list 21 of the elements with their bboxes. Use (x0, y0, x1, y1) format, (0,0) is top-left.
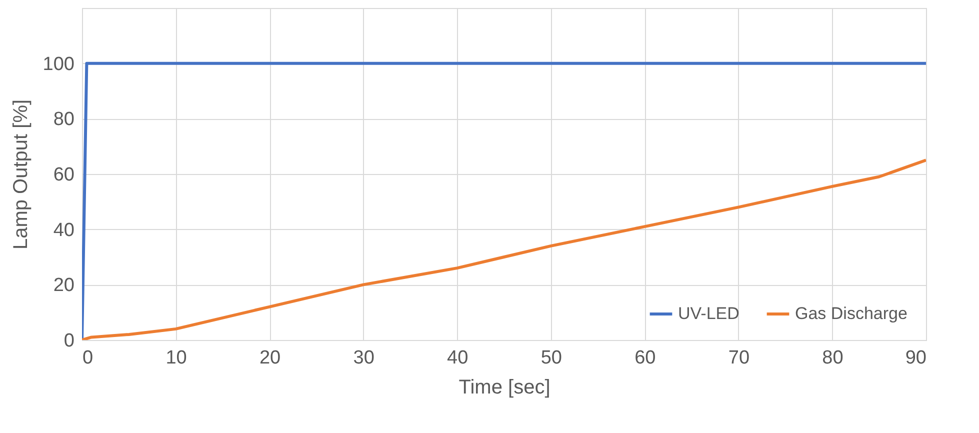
x-tick-label: 10 (166, 348, 187, 368)
x-tick-label: 40 (447, 348, 468, 368)
y-tick-label: 0 (64, 330, 74, 352)
y-tick-label: 100 (42, 54, 74, 75)
legend-label: Gas Discharge (795, 304, 908, 323)
x-tick-label: 90 (905, 348, 926, 368)
x-tick-label: 30 (353, 348, 374, 368)
line-series (82, 158, 926, 340)
x-tick-label: 80 (822, 348, 844, 368)
x-tick-label: 60 (634, 348, 656, 368)
y-tick-label: 60 (53, 164, 74, 186)
x-tick-label: 50 (540, 348, 562, 368)
x-tick-label: 0 (82, 348, 94, 368)
x-tick-label: 70 (728, 348, 750, 368)
x-axis-title: Time [sec] (458, 376, 550, 398)
legend-label: UV-LED (678, 304, 740, 323)
y-tick-label: 20 (53, 275, 74, 296)
y-tick-label: 80 (53, 109, 74, 130)
x-tick-label: 20 (259, 348, 281, 368)
y-tick-label: 40 (53, 220, 74, 241)
y-axis-title: Lamp Output [%] (10, 99, 32, 250)
